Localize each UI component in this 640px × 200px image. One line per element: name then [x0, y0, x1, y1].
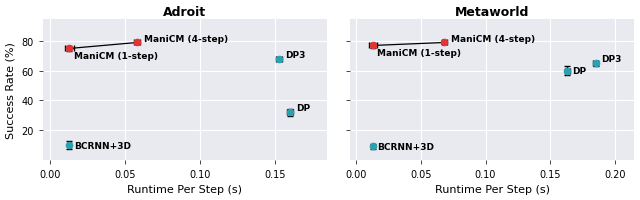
Text: DP: DP	[572, 67, 586, 76]
Text: ManiCM (4-step): ManiCM (4-step)	[145, 34, 228, 43]
Y-axis label: Success Rate (%): Success Rate (%)	[6, 42, 15, 138]
Title: Metaworld: Metaworld	[455, 6, 529, 18]
Text: BCRNN+3D: BCRNN+3D	[377, 142, 434, 151]
X-axis label: Runtime Per Step (s): Runtime Per Step (s)	[435, 185, 550, 194]
Text: BCRNN+3D: BCRNN+3D	[74, 141, 131, 150]
Text: ManiCM (1-step): ManiCM (1-step)	[377, 49, 461, 58]
Text: DP3: DP3	[285, 51, 306, 60]
Title: Adroit: Adroit	[163, 6, 207, 18]
Text: ManiCM (4-step): ManiCM (4-step)	[451, 34, 534, 43]
Text: DP: DP	[296, 104, 310, 113]
Text: ManiCM (1-step): ManiCM (1-step)	[74, 52, 158, 61]
Text: DP3: DP3	[601, 55, 621, 64]
X-axis label: Runtime Per Step (s): Runtime Per Step (s)	[127, 185, 243, 194]
